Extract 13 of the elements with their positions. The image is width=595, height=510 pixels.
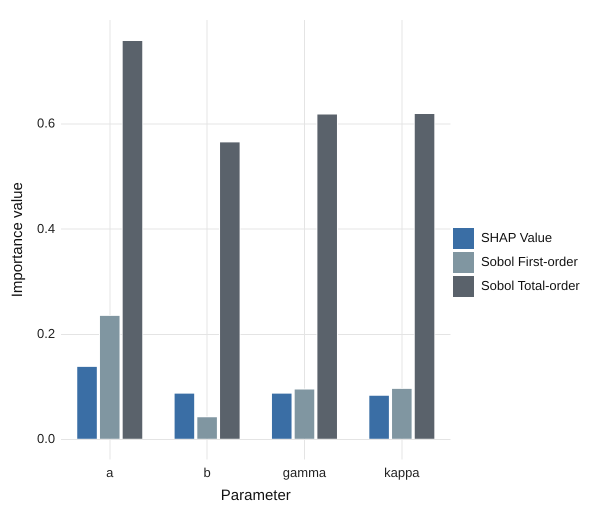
legend-label: SHAP Value [481,230,552,246]
y-tick-label: 0.2 [36,326,56,341]
x-tick-label: b [203,464,211,480]
x-axis-title: Parameter [220,487,291,504]
x-tick-label: a [106,464,114,480]
y-tick-label: 0.0 [36,431,56,446]
x-tick-label: gamma [282,464,327,480]
y-tick-label: 0.4 [36,220,56,236]
y-tick-label: 0.6 [36,116,56,131]
x-tick-label: kappa [384,464,420,480]
legend-label: Sobol Total-order [481,278,580,294]
y-axis-title: Importance value [9,182,26,298]
legend-label: Sobol First-order [481,254,578,270]
